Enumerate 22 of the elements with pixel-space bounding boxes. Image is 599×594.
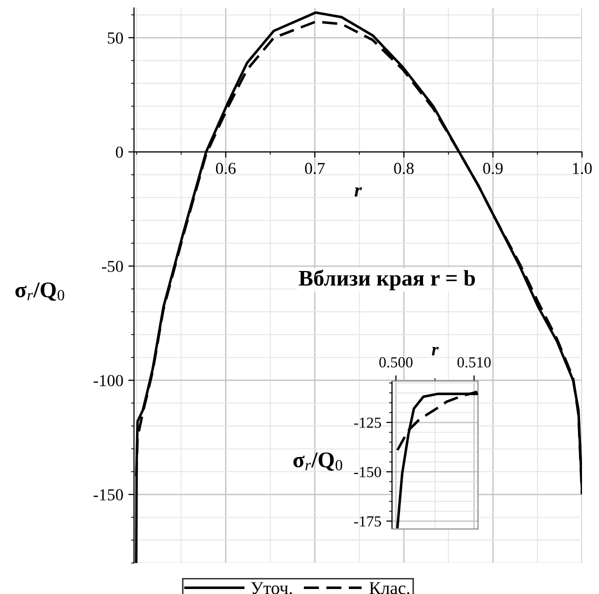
y-tick-label: 50 xyxy=(108,32,123,44)
x-tick-label: 0.510 xyxy=(457,357,491,368)
x-tick-label: 0.8 xyxy=(394,162,414,174)
legend-label: Клас. xyxy=(369,582,410,594)
x-tick-label: 0.6 xyxy=(216,162,236,174)
x-tick-label: 0.500 xyxy=(379,357,413,368)
y-tick-label: -125 xyxy=(354,418,381,428)
x-tick-label: 1.0 xyxy=(573,162,592,174)
legend-label: Уточ. xyxy=(251,582,292,594)
x-axis-title: r xyxy=(354,187,362,196)
y-tick-label: -150 xyxy=(354,466,381,478)
x-axis-title: r xyxy=(432,346,439,356)
y-tick-label: -100 xyxy=(94,374,123,386)
x-tick-label: 0.9 xyxy=(483,162,503,174)
y-tick-label: -150 xyxy=(94,489,123,500)
x-tick-label: 0.7 xyxy=(305,162,325,174)
y-axis-title: σ$_{r}$/Q$_{0}$ xyxy=(15,282,64,301)
y-tick-label: -175 xyxy=(354,516,381,527)
y-tick-label: -50 xyxy=(102,260,123,272)
annotation: Вблизи края r = b xyxy=(298,270,475,290)
y-tick-label: 0 xyxy=(116,146,123,158)
y-axis-title: σ$_{r}$/Q$_{0}$ xyxy=(293,452,342,471)
